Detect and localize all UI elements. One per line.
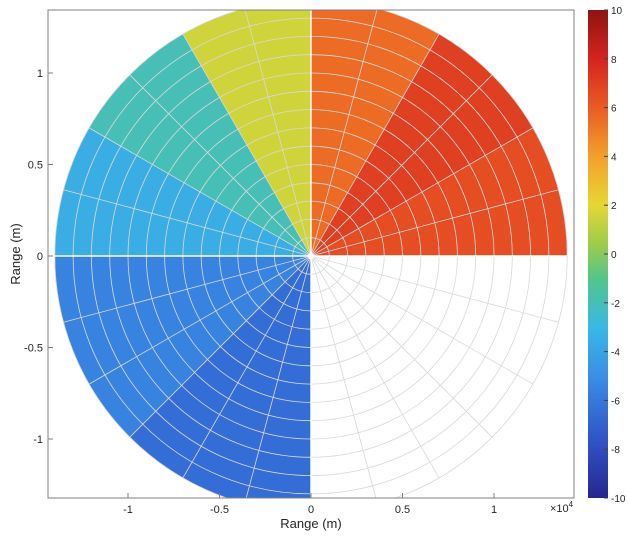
radar-center: [308, 253, 314, 259]
colorbar-tick-label: 6: [611, 104, 617, 115]
colorbar-tick-label: -4: [611, 348, 620, 359]
y-tick-label: 0.5: [28, 160, 43, 172]
azimuth-spoke: [310, 255, 493, 438]
azimuth-spoke: [63, 255, 312, 323]
colorbar-tick-label: -6: [611, 396, 620, 407]
colorbar-tick-label: -2: [611, 299, 620, 310]
azimuth-spoke: [88, 127, 312, 257]
azimuth-spoke: [63, 189, 312, 257]
colorbar-tick-label: 0: [611, 250, 617, 261]
azimuth-spoke: [88, 255, 312, 385]
azimuth-spoke: [182, 33, 312, 257]
azimuth-spoke: [310, 255, 534, 385]
azimuth-spoke: [310, 255, 440, 479]
azimuth-spoke: [310, 255, 559, 323]
x-scale-label: ×104: [550, 500, 574, 515]
polar-grid: [54, 10, 568, 498]
colorbar-tick-label: 8: [611, 55, 617, 66]
azimuth-spoke: [310, 255, 377, 498]
azimuth-spoke: [310, 74, 493, 257]
colorbar-ticks: 10 8 6 4 2 0 -2 -4 -6 -8 -10: [604, 6, 626, 505]
x-tick-label: 1: [491, 504, 497, 516]
x-tick-label: 0.5: [395, 504, 410, 516]
colorbar: [588, 10, 608, 498]
y-tick-label: 0: [37, 251, 43, 263]
azimuth-spoke: [182, 255, 312, 479]
colorbar-tick-label: -10: [611, 494, 626, 505]
y-axis: 1 0.5 0 -0.5 -1: [24, 68, 53, 446]
y-tick-label: -0.5: [24, 343, 43, 355]
x-axis-label: Range (m): [280, 516, 341, 531]
x-tick-label: 0: [308, 504, 314, 516]
y-axis-label: Range (m): [8, 223, 23, 284]
azimuth-spoke: [310, 10, 378, 257]
x-tick-label: -0.5: [210, 504, 229, 516]
y-tick-label: 1: [37, 68, 43, 80]
azimuth-spoke: [310, 189, 559, 257]
colorbar-tick-label: 10: [611, 6, 623, 17]
colorbar-tick-label: 2: [611, 201, 617, 212]
x-axis: -1 -0.5 0 0.5 1: [123, 493, 497, 516]
y-tick-label: -1: [33, 434, 43, 446]
azimuth-spoke: [129, 74, 312, 257]
azimuth-spoke: [245, 255, 312, 498]
azimuth-spoke: [310, 127, 534, 257]
azimuth-spoke: [244, 10, 312, 257]
x-tick-label: -1: [123, 504, 133, 516]
azimuth-spoke: [129, 255, 312, 438]
colorbar-tick-label: 4: [611, 152, 617, 163]
colorbar-tick-label: -8: [611, 445, 620, 456]
plot-area: [54, 10, 568, 498]
azimuth-spoke: [310, 33, 440, 257]
